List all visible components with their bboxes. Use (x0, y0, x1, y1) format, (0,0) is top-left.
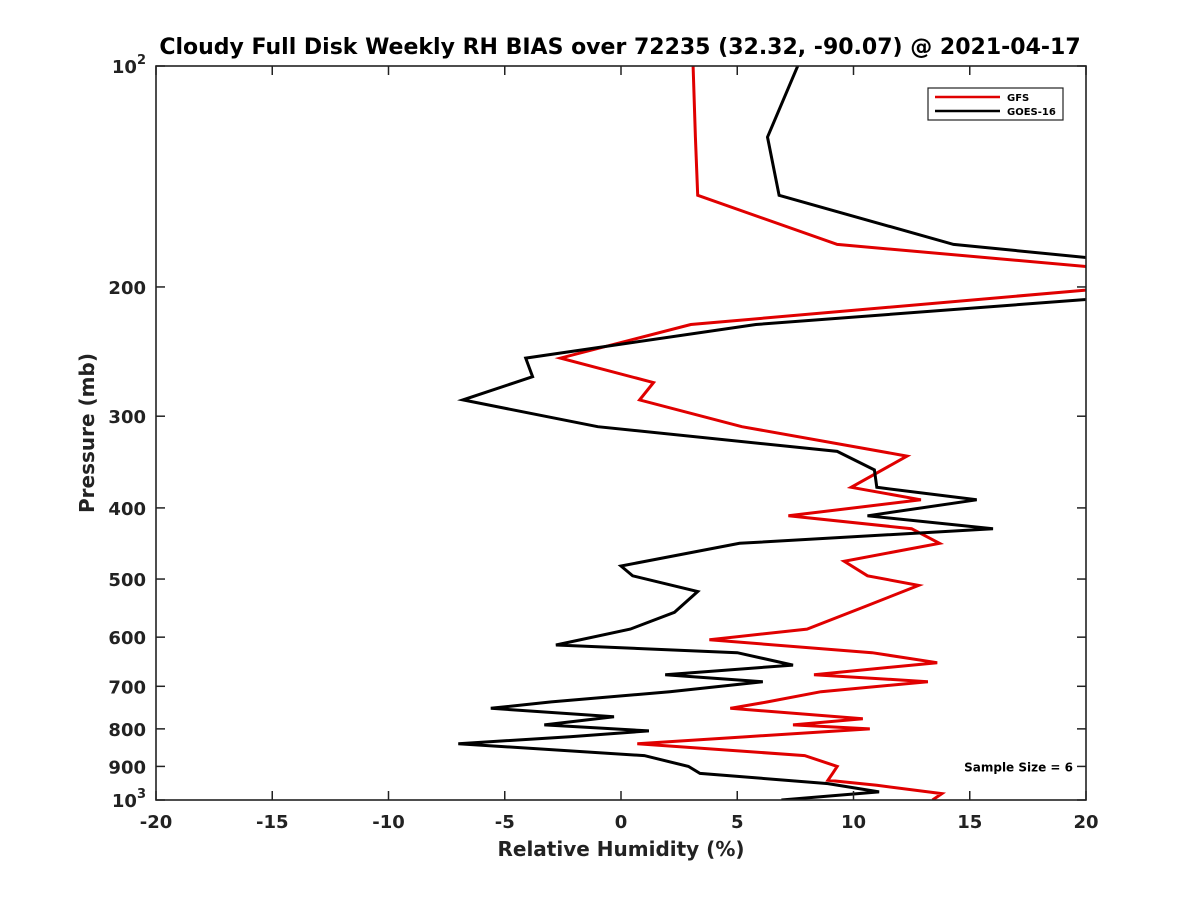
plot-frame (155, 65, 1087, 801)
y-tick-label: 800 (108, 720, 146, 741)
y-tick-label: 103 (112, 787, 146, 812)
y-tick-label: 500 (108, 570, 146, 591)
y-tick-label: 700 (108, 677, 146, 698)
x-tick-label: -20 (140, 812, 173, 833)
y-tick-label: 300 (108, 407, 146, 428)
y-tick-label: 900 (108, 757, 146, 778)
x-tick-label: 15 (957, 812, 982, 833)
x-tick-label: 10 (841, 812, 866, 833)
series-line-goes-16 (457, 66, 1086, 800)
x-tick-label: 20 (1073, 812, 1098, 833)
y-tick-label: 400 (108, 499, 146, 520)
x-tick-label: -15 (256, 812, 289, 833)
x-tick-label: -10 (372, 812, 405, 833)
y-tick-label: 102 (112, 53, 146, 78)
x-tick-label: 5 (731, 812, 744, 833)
x-axis: -20 -15 -10 -5 0 5 10 15 20 (140, 66, 1099, 833)
annotations: Sample Size = 6 (964, 760, 1073, 774)
legend-label: GFS (1007, 93, 1029, 104)
legend-label: GOES-16 (1007, 107, 1056, 118)
legend: GFS GOES-16 (927, 87, 1064, 121)
y-axis: 102 200 300 400 500 600 700 800 900 103 (108, 53, 1086, 812)
sample-size-annotation: Sample Size = 6 (964, 760, 1073, 774)
x-tick-label: 0 (615, 812, 628, 833)
y-axis-label: Pressure (mb) (75, 353, 99, 513)
chart-title: Cloudy Full Disk Weekly RH BIAS over 722… (159, 35, 1080, 60)
legend-box (927, 87, 1064, 121)
x-axis-label: Relative Humidity (%) (497, 837, 744, 861)
y-tick-label: 600 (108, 628, 146, 649)
x-tick-label: -5 (495, 812, 515, 833)
y-tick-label: 200 (108, 278, 146, 299)
series-line-gfs (554, 66, 1086, 800)
series-layer (457, 66, 1086, 800)
